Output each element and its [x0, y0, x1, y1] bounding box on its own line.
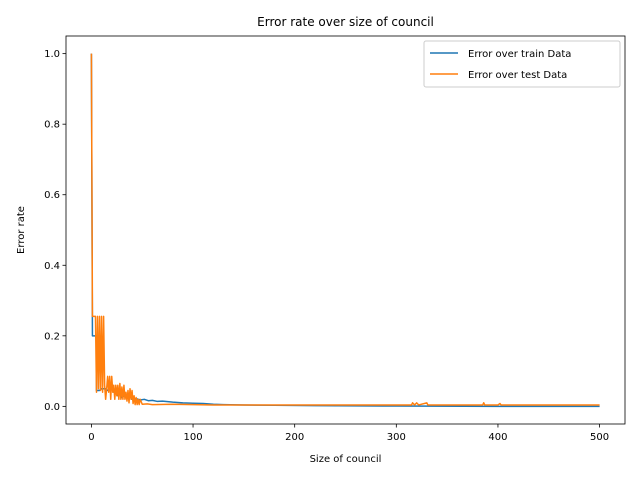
y-tick-label: 0.4 — [44, 261, 60, 272]
x-tick-label: 300 — [387, 432, 406, 443]
legend: Error over train Data Error over test Da… — [423, 40, 621, 88]
x-tick-label: 100 — [183, 432, 202, 443]
x-tick-label: 0 — [88, 432, 94, 443]
plot-area — [90, 53, 600, 408]
y-axis: 0.0 0.2 0.4 0.6 0.8 1.0 — [44, 49, 66, 413]
y-tick-label: 0.6 — [44, 190, 60, 201]
axes-frame — [65, 35, 626, 425]
y-tick-label: 0.2 — [44, 331, 60, 342]
legend-label-train: Error over train Data — [468, 49, 571, 60]
y-tick-label: 0.8 — [44, 120, 60, 131]
legend-box — [423, 40, 621, 88]
x-tick-label: 400 — [488, 432, 507, 443]
y-tick-label: 0.0 — [44, 402, 60, 413]
series-line-test — [90, 53, 600, 406]
x-axis: 0 100 200 300 400 500 — [88, 424, 609, 443]
chart-title: Error rate over size of council — [257, 15, 434, 29]
x-tick-label: 500 — [590, 432, 609, 443]
legend-label-test: Error over test Data — [468, 70, 567, 81]
y-tick-label: 1.0 — [44, 49, 60, 60]
y-axis-title: Error rate — [16, 206, 27, 254]
x-tick-label: 200 — [285, 432, 304, 443]
x-axis-title: Size of council — [310, 454, 382, 465]
